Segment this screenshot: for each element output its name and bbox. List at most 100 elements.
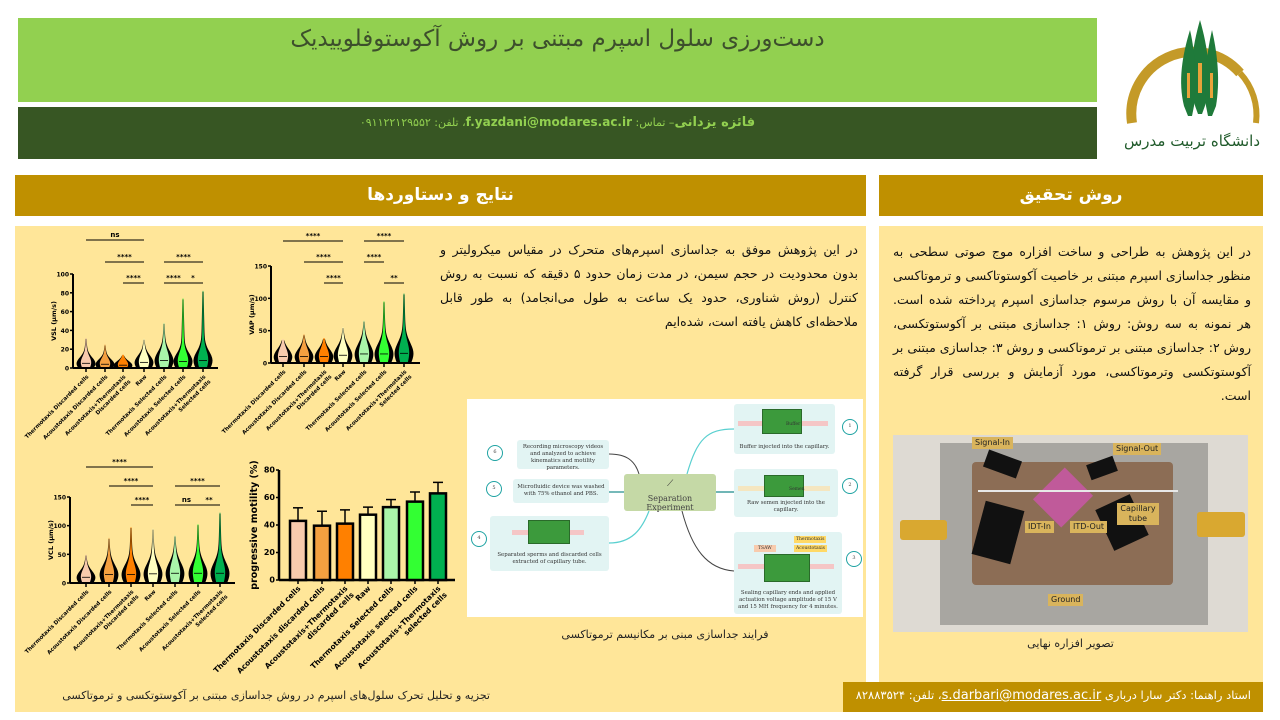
y-tick-label: 0 — [62, 581, 66, 588]
significance-label: ns — [110, 231, 119, 239]
y-tick-label: 20 — [264, 548, 276, 557]
author-bar: فائزه یزدانی– تماس: f.yazdani@modares.ac… — [18, 107, 1097, 159]
violin-fill — [277, 339, 289, 362]
bar — [288, 519, 308, 582]
label-idt-in: IDT-In — [1025, 521, 1054, 533]
significance-label: **** — [126, 274, 141, 282]
violin-fill — [138, 338, 150, 367]
logo-text: دانشگاه تربیت مدرس — [1124, 132, 1260, 150]
x-tick-label: Raw — [353, 584, 372, 603]
advisor-email[interactable]: s.darbari@modares.ac.ir — [941, 688, 1102, 703]
violin-fill — [318, 338, 330, 362]
sperm-icon: ⟋ — [667, 479, 674, 489]
x-tick-label-line: Raw — [144, 589, 157, 602]
x-tick-label-line: Raw — [353, 584, 372, 603]
x-tick-label-line: Raw — [334, 369, 347, 382]
significance-label: **** — [176, 253, 191, 261]
tag-buffer: Buffer — [786, 422, 801, 427]
significance-label: **** — [326, 274, 341, 282]
significance-label: **** — [190, 477, 205, 485]
tag-acoustotaxis: Acoustotaxis — [794, 545, 827, 552]
method-header: روش تحقیق — [879, 175, 1263, 216]
x-tick-label: Raw — [135, 374, 148, 387]
violin-fill — [80, 337, 92, 367]
violin-fill — [192, 524, 204, 582]
y-tick-label: 100 — [254, 296, 267, 303]
significance-label: ** — [390, 274, 398, 282]
step-number-5: 5 — [486, 481, 502, 497]
significance-label: **** — [117, 253, 132, 261]
x-tick-label: Raw — [144, 589, 157, 602]
significance-label: ** — [205, 496, 213, 504]
significance-label: **** — [166, 274, 181, 282]
advisor-bar: استاد راهنما: دکتر سارا درباری s.darbari… — [843, 682, 1263, 712]
significance-label: **** — [112, 458, 127, 466]
advisor-label: استاد راهنما: دکتر سارا درباری — [1104, 688, 1251, 702]
step-text: Buffer injected into the capillary. — [739, 444, 830, 450]
author-phone: ، تلفن: ۰۹۱۱۲۲۱۲۹۵۵۲ — [359, 116, 466, 129]
bar — [405, 500, 425, 582]
y-tick-label: 50 — [259, 328, 267, 335]
significance-label: * — [191, 274, 195, 282]
violin-fill — [158, 322, 170, 367]
bar — [312, 524, 332, 582]
author-contact-prefix: – تماس: — [632, 116, 675, 129]
method-paragraph: در این پژوهش به طراحی و ساخت افزاره موج … — [893, 244, 1251, 403]
tag-tsaw: TSAW — [754, 545, 776, 552]
label-itd-out: ITD-Out — [1070, 521, 1108, 533]
chart-1: 0 20 40 60 80 100 VSL (µm/s) Thermotaxis Discar… — [24, 231, 218, 441]
x-tick-label: Thermotaxis Discarded cells — [24, 374, 91, 441]
charts-area: 0 20 40 60 80 100 VSL (µm/s) Thermotaxis Discar… — [24, 231, 455, 675]
significance-label: **** — [135, 496, 150, 504]
diagram-step-5: Microfluidic device was washed with 75% … — [513, 479, 609, 503]
author-email[interactable]: f.yazdani@modares.ac.ir — [465, 115, 633, 129]
violin-fill — [337, 327, 349, 362]
x-tick-label: Raw — [334, 369, 347, 382]
significance-label: **** — [306, 232, 321, 240]
violin-fill — [147, 528, 159, 582]
x-tick-label-line: Thermotaxis Discarded cells — [24, 374, 91, 441]
violin-fill — [378, 301, 390, 362]
bar — [358, 513, 378, 582]
y-axis-label: VAP (µm/s) — [248, 294, 256, 334]
results-header: نتایج و دستاوردها — [15, 175, 866, 216]
y-tick-label: 150 — [53, 495, 66, 502]
y-tick-label: 80 — [264, 466, 276, 475]
y-tick-label: 100 — [53, 523, 66, 530]
diagram-step-4: Separated sperms and discarded cells ext… — [490, 516, 609, 571]
violin-fill — [177, 298, 189, 367]
diagram-step-6: Recording microscopy videos and analyzed… — [517, 440, 609, 471]
diagram-step-2: Semen Raw semen injected into the capill… — [734, 469, 838, 517]
label-signal-in: Signal-In — [972, 437, 1013, 449]
diagram-step-3: Thermotaxis Acoustotaxis TSAW Sealing ca… — [734, 532, 842, 614]
significance-label: **** — [124, 477, 139, 485]
y-tick-label: 60 — [264, 493, 276, 502]
violin-fill — [197, 290, 209, 367]
x-tick-label-line: Raw — [135, 374, 148, 387]
bar — [335, 522, 355, 582]
advisor-phone: ، تلفن: ۸۲۸۸۳۵۲۴ — [855, 688, 942, 702]
title-banner: دست‌ورزی سلول اسپرم مبتنی بر روش آکوستوف… — [18, 18, 1097, 102]
y-tick-label: 50 — [58, 552, 66, 559]
violin-fill — [169, 535, 181, 582]
step-text: Separated sperms and discarded cells ext… — [497, 552, 602, 565]
y-tick-label: 0 — [269, 576, 275, 585]
y-tick-label: 100 — [56, 272, 69, 279]
diagram-caption: فرایند جداسازی مبنی بر مکانیسم ترموتاکسی — [561, 628, 769, 641]
y-tick-label: 150 — [254, 264, 267, 271]
charts-caption: تجزیه و تحلیل تحرک سلول‌های اسپرم در روش… — [62, 689, 490, 702]
violin-fill — [298, 334, 310, 362]
y-tick-label: 40 — [264, 521, 276, 530]
step-number-1: 1 — [842, 419, 858, 435]
violin-fill — [117, 354, 129, 367]
y-tick-label: 0 — [65, 366, 69, 373]
y-tick-label: 20 — [61, 347, 69, 354]
significance-label: **** — [316, 253, 331, 261]
significance-label: **** — [377, 232, 392, 240]
bar — [381, 505, 401, 582]
diagram-center-node: Separation Experiment — [624, 474, 716, 512]
step-number-4: 4 — [471, 531, 487, 547]
